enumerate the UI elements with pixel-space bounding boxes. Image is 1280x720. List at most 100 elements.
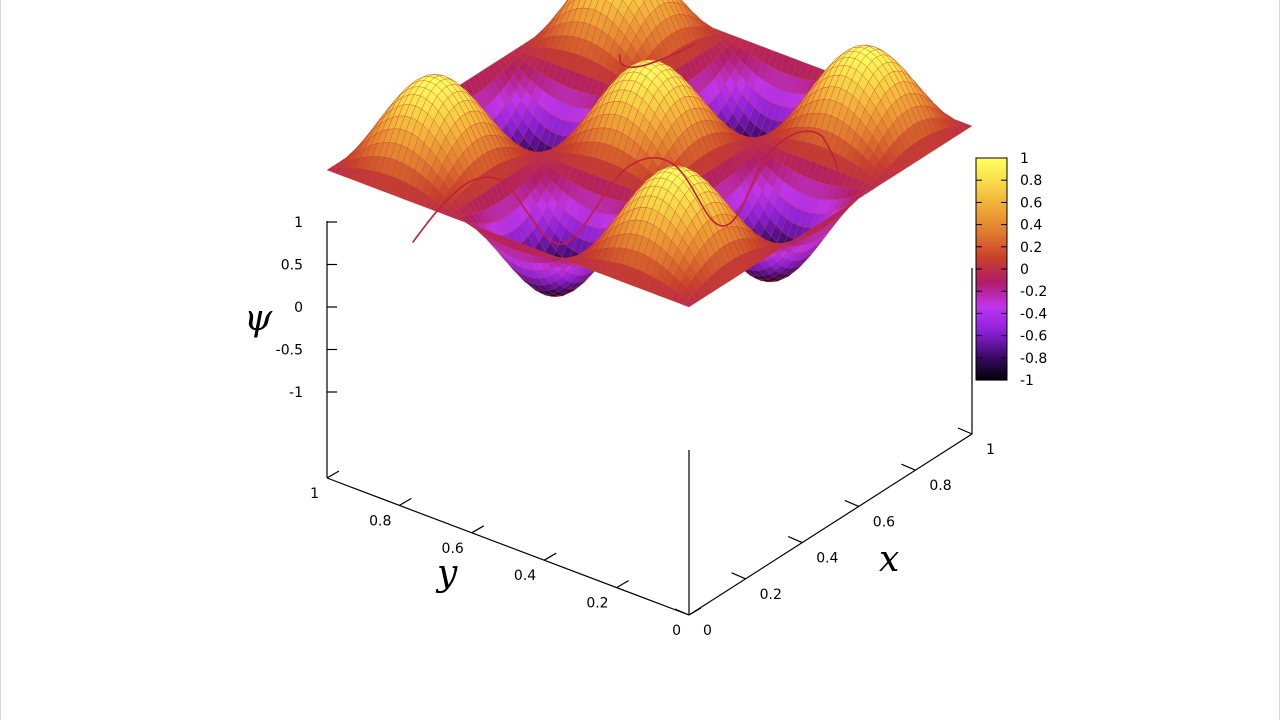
colorbar-band [976,252,1007,256]
colorbar-band [976,285,1007,288]
colorbar-band [976,172,1007,175]
colorbar-band [976,176,1007,179]
colorbar-band [976,351,1007,355]
colorbar-band [976,283,1007,286]
z-tick-label: 1 [294,215,303,231]
y-axis-line [326,477,690,616]
colorbar-tick-label: -0.4 [1020,306,1047,322]
colorbar-band [976,363,1007,367]
y-tick-label: 0.6 [442,541,464,557]
colorbar-band [976,345,1007,349]
annotation-stroke [619,43,695,68]
colorbar-band [976,264,1007,268]
colorbar-band [976,210,1007,214]
colorbar-band [976,184,1007,187]
colorbar-band [976,192,1007,195]
colorbar: 1 0.8 0.6 0.4 0.2 0 -0.2 -0.4 -0.6 -0.8 -1 [975,151,1047,389]
colorbar-band [976,198,1007,201]
y-tick-label: 0 [672,623,681,639]
colorbar-band [976,375,1007,379]
colorbar-band [976,158,1007,161]
colorbar-band [976,188,1007,191]
axes-back: 1 0.5 0 -0.5 -1 0 0.2 0.4 0.6 0.8 1 0 0.2 0.4 0.6 0.8 1 [276,215,995,639]
colorbar-band [976,343,1007,347]
colorbar-band [976,266,1007,270]
colorbar-band [976,361,1007,365]
colorbar-tick-label: 1 [1020,151,1029,167]
colorbar-band [976,321,1007,325]
colorbar-band [976,369,1007,373]
colorbar-band [976,204,1007,208]
colorbar-band [976,168,1007,171]
colorbar-band [976,162,1007,165]
colorbar-band [976,178,1007,181]
colorbar-band [976,160,1007,163]
y-tick-label: 0.4 [514,568,536,584]
colorbar-band [976,174,1007,177]
colorbar-band [976,329,1007,333]
colorbar-band [976,218,1007,222]
annotation-stroke [412,130,839,245]
colorbar-band [976,299,1007,302]
colorbar-band [976,230,1007,234]
colorbar-band [976,180,1007,183]
x-tick-mark [731,572,746,580]
z-tick-label: -0.5 [276,343,303,359]
x-tick-label: 0.4 [816,551,838,567]
colorbar-tick-label: 0.8 [1020,173,1042,189]
colorbar-band [976,212,1007,216]
colorbar-band [976,279,1007,282]
colorbar-band [976,236,1007,240]
y-tick-mark [471,525,485,534]
colorbar-tick-label: -0.8 [1020,351,1047,367]
colorbar-band [976,216,1007,220]
x-tick-mark [674,608,690,616]
colorbar-band [976,222,1007,226]
colorbar-band [976,365,1007,369]
colorbar-band [976,277,1007,280]
y-tick-mark [688,607,702,616]
colorbar-band [976,214,1007,218]
colorbar-band [976,234,1007,238]
surface-mesh [326,0,973,308]
colorbar-band [976,244,1007,248]
y-tick-mark [616,580,629,589]
colorbar-band [976,166,1007,169]
colorbar-band [976,228,1007,232]
colorbar-band [976,269,1007,272]
colorbar-band [976,220,1007,224]
x-tick-mark [957,427,973,435]
colorbar-band [976,275,1007,278]
x-axis-line [688,433,973,616]
colorbar-band [976,293,1007,296]
colorbar-band [976,307,1007,310]
colorbar-band [976,311,1007,314]
colorbar-band [976,289,1007,292]
y-tick-label: 1 [310,486,319,502]
x-tick-label: 1 [986,442,995,458]
colorbar-band [976,305,1007,308]
colorbar-band [976,273,1007,276]
x-tick-label: 0.6 [873,514,895,530]
colorbar-band [976,164,1007,167]
colorbar-band [976,367,1007,371]
colorbar-band [976,186,1007,189]
colorbar-band [976,371,1007,375]
colorbar-band [976,327,1007,331]
x-tick-label: 0 [703,623,712,639]
mesh-cell [682,299,695,308]
colorbar-band [976,260,1007,264]
x-tick-label: 0.8 [929,478,951,494]
colorbar-band [976,224,1007,228]
colorbar-band [976,287,1007,290]
colorbar-band [976,226,1007,230]
colorbar-tick-label: -0.6 [1020,329,1047,345]
colorbar-band [976,313,1007,317]
colorbar-band [976,349,1007,353]
colorbar-band [976,339,1007,343]
x-tick-mark [844,499,860,507]
colorbar-band [976,291,1007,294]
y-tick-mark [399,497,412,506]
colorbar-band [976,202,1007,206]
colorbar-band [976,194,1007,197]
